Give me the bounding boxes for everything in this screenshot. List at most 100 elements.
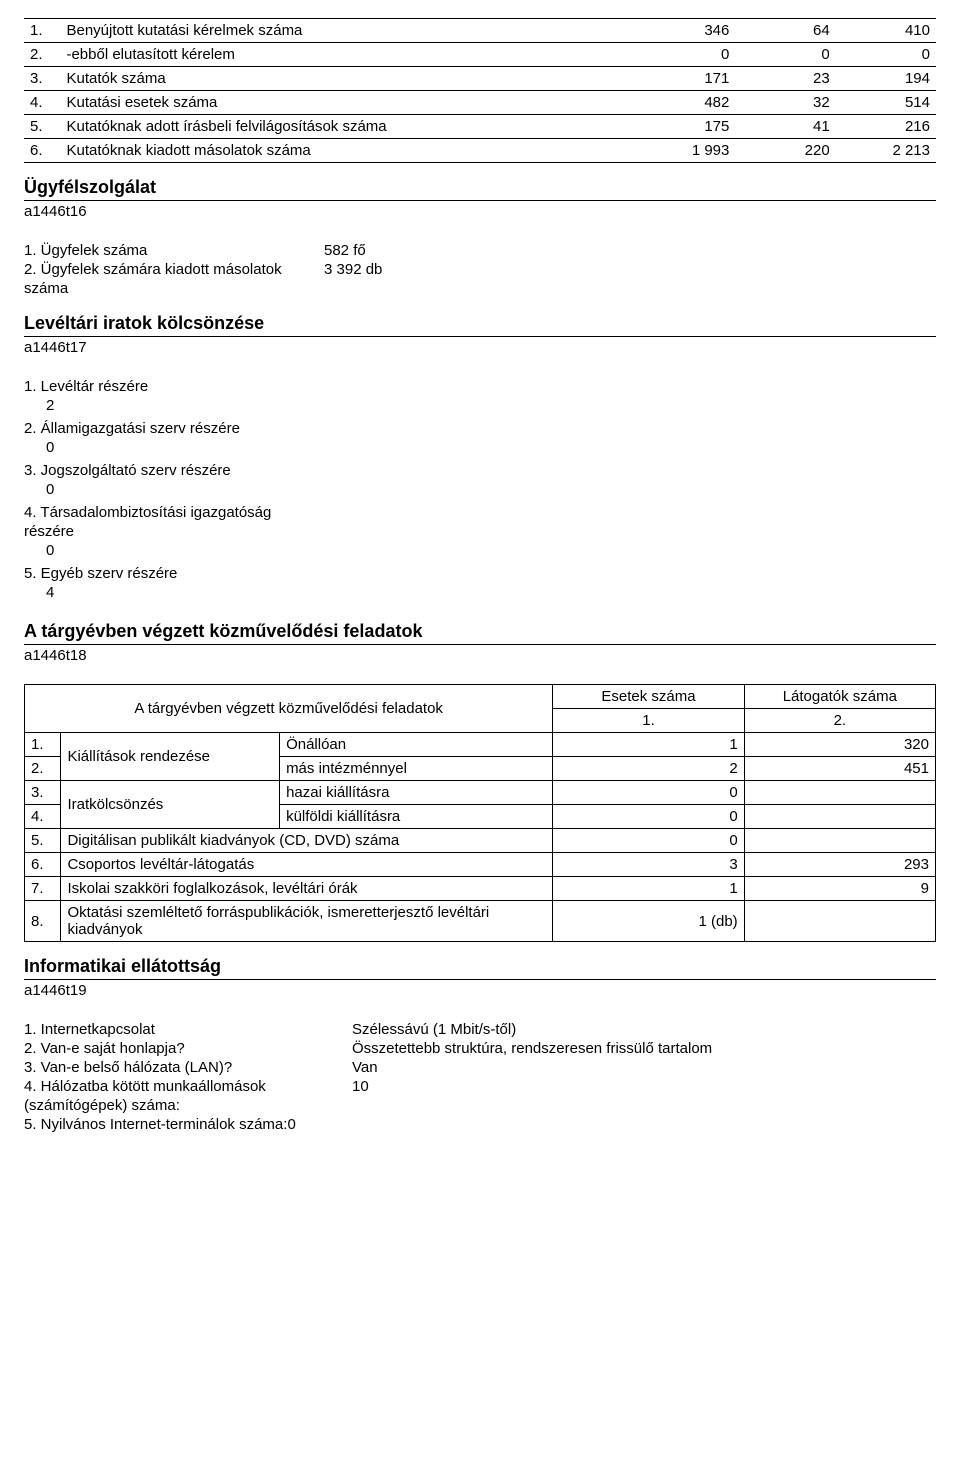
list-item-value: 4: [46, 584, 936, 601]
list-item-label: 4. Társadalombiztosítási igazgatóság: [24, 504, 936, 521]
cell-idx: 1.: [24, 19, 60, 43]
cell-sub: hazai kiállításra: [280, 781, 553, 805]
cell-idx: 5.: [25, 829, 61, 853]
cell-c3: 2 213: [836, 139, 936, 163]
cell-label: Kutatási esetek száma: [60, 91, 635, 115]
cell-label: Kutatók száma: [60, 67, 635, 91]
cell-c2: [744, 805, 935, 829]
t2-header-c1: Esetek száma: [553, 685, 744, 709]
cell-c1: 482: [635, 91, 735, 115]
table-row: 1.Benyújtott kutatási kérelmek száma3466…: [24, 19, 936, 43]
cell-c2: 451: [744, 757, 935, 781]
list-item-value: 0: [46, 481, 936, 498]
cell-c1: 0: [553, 829, 744, 853]
cell-c1: 346: [635, 19, 735, 43]
kv-row: 2. Ügyfelek számára kiadott másolatok3 3…: [24, 261, 936, 278]
kv-row: 3. Van-e belső hálózata (LAN)?Van: [24, 1059, 936, 1076]
t2-header-main: A tárgyévben végzett közművelődési felad…: [25, 685, 553, 733]
cell-sub: külföldi kiállításra: [280, 805, 553, 829]
cell-c1: 171: [635, 67, 735, 91]
kv-label: 2. Van-e saját honlapja?: [24, 1040, 352, 1057]
cell-c1: 1 (db): [553, 901, 744, 942]
cell-label: Kutatóknak kiadott másolatok száma: [60, 139, 635, 163]
kv-label: 3. Van-e belső hálózata (LAN)?: [24, 1059, 352, 1076]
cell-c2: 0: [735, 43, 835, 67]
kv-label: 1. Ügyfelek száma: [24, 242, 324, 259]
cell-idx: 6.: [24, 139, 60, 163]
cell-c3: 216: [836, 115, 936, 139]
cell-c2: [744, 901, 935, 942]
kv-row: 5. Nyilvános Internet-terminálok száma:0: [24, 1116, 936, 1133]
cell-idx: 3.: [25, 781, 61, 805]
cell-group: Iratkölcsönzés: [61, 781, 280, 829]
table-row: 3.Iratkölcsönzéshazai kiállításra0: [25, 781, 936, 805]
cell-c2: 320: [744, 733, 935, 757]
cell-c2: 64: [735, 19, 835, 43]
cell-c2: 23: [735, 67, 835, 91]
kv-row: 4. Hálózatba kötött munkaállomások10: [24, 1078, 936, 1095]
cell-sub: más intézménnyel: [280, 757, 553, 781]
cell-c1: 0: [635, 43, 735, 67]
cell-label: Oktatási szemléltető forráspublikációk, …: [61, 901, 553, 942]
table-row: 4.Kutatási esetek száma48232514: [24, 91, 936, 115]
table-research-requests: 1.Benyújtott kutatási kérelmek száma3466…: [24, 18, 936, 163]
kv-val: Van: [352, 1059, 378, 1076]
cell-idx: 3.: [24, 67, 60, 91]
kv-row: 2. Van-e saját honlapja?Összetettebb str…: [24, 1040, 936, 1057]
kv-label: (számítógépek) száma:: [24, 1097, 352, 1114]
section-heading-ugyfelszolgalat: Ügyfélszolgálat: [24, 163, 936, 201]
cell-idx: 4.: [24, 91, 60, 115]
cell-c3: 410: [836, 19, 936, 43]
cell-c2: 32: [735, 91, 835, 115]
kv-label: 2. Ügyfelek számára kiadott másolatok: [24, 261, 324, 278]
kv-label: száma: [24, 280, 324, 297]
table-row: 5.Digitálisan publikált kiadványok (CD, …: [25, 829, 936, 853]
table-row: 1.Kiállítások rendezéseÖnállóan1320: [25, 733, 936, 757]
kv-val: 10: [352, 1078, 369, 1095]
cell-c2: 9: [744, 877, 935, 901]
list-item-label: 1. Levéltár részére: [24, 378, 936, 395]
kv-val: Összetettebb struktúra, rendszeresen fri…: [352, 1040, 712, 1057]
section-heading-kozmuvelodesi: A tárgyévben végzett közművelődési felad…: [24, 607, 936, 645]
list-item-value: 0: [46, 542, 936, 559]
kv-row: (számítógépek) száma:: [24, 1097, 936, 1114]
cell-idx: 2.: [25, 757, 61, 781]
cell-c1: 3: [553, 853, 744, 877]
table-row: 8.Oktatási szemléltető forráspublikációk…: [25, 901, 936, 942]
cell-c1: 1: [553, 877, 744, 901]
cell-c2: [744, 781, 935, 805]
cell-idx: 7.: [25, 877, 61, 901]
section-id-leveltari: a1446t17: [24, 337, 936, 356]
list-item-label: 2. Államigazgatási szerv részére: [24, 420, 936, 437]
cell-sub: Önállóan: [280, 733, 553, 757]
cell-idx: 6.: [25, 853, 61, 877]
kv-val: Szélessávú (1 Mbit/s-től): [352, 1021, 516, 1038]
cell-c3: 0: [836, 43, 936, 67]
cell-idx: 5.: [24, 115, 60, 139]
kv-label: 4. Hálózatba kötött munkaállomások: [24, 1078, 352, 1095]
section-id-ugyfelszolgalat: a1446t16: [24, 201, 936, 220]
cell-c2: 220: [735, 139, 835, 163]
cell-label: Iskolai szakköri foglalkozások, levéltár…: [61, 877, 553, 901]
section-heading-leveltari: Levéltári iratok kölcsönzése: [24, 299, 936, 337]
cell-label: Digitálisan publikált kiadványok (CD, DV…: [61, 829, 553, 853]
cell-label: -ebből elutasított kérelem: [60, 43, 635, 67]
table-row: 3.Kutatók száma17123194: [24, 67, 936, 91]
cell-group: Kiállítások rendezése: [61, 733, 280, 781]
list-item-label: 3. Jogszolgáltató szerv részére: [24, 462, 936, 479]
cell-c1: 1: [553, 733, 744, 757]
t2-header-n2: 2.: [744, 709, 935, 733]
cell-c1: 0: [553, 805, 744, 829]
kv-val: 582 fő: [324, 242, 384, 259]
table-row: 6.Kutatóknak kiadott másolatok száma1 99…: [24, 139, 936, 163]
cell-c3: 514: [836, 91, 936, 115]
cell-label: Csoportos levéltár-látogatás: [61, 853, 553, 877]
list-item-value: 2: [46, 397, 936, 414]
cell-label: Benyújtott kutatási kérelmek száma: [60, 19, 635, 43]
cell-c2: 41: [735, 115, 835, 139]
kv-val: 3 392 db: [324, 261, 384, 278]
leveltari-list: 1. Levéltár részére 2 2. Államigazgatási s…: [24, 378, 936, 601]
cell-c1: 2: [553, 757, 744, 781]
section-id-kozmuvelodesi: a1446t18: [24, 645, 936, 664]
table-row: 6.Csoportos levéltár-látogatás3293: [25, 853, 936, 877]
